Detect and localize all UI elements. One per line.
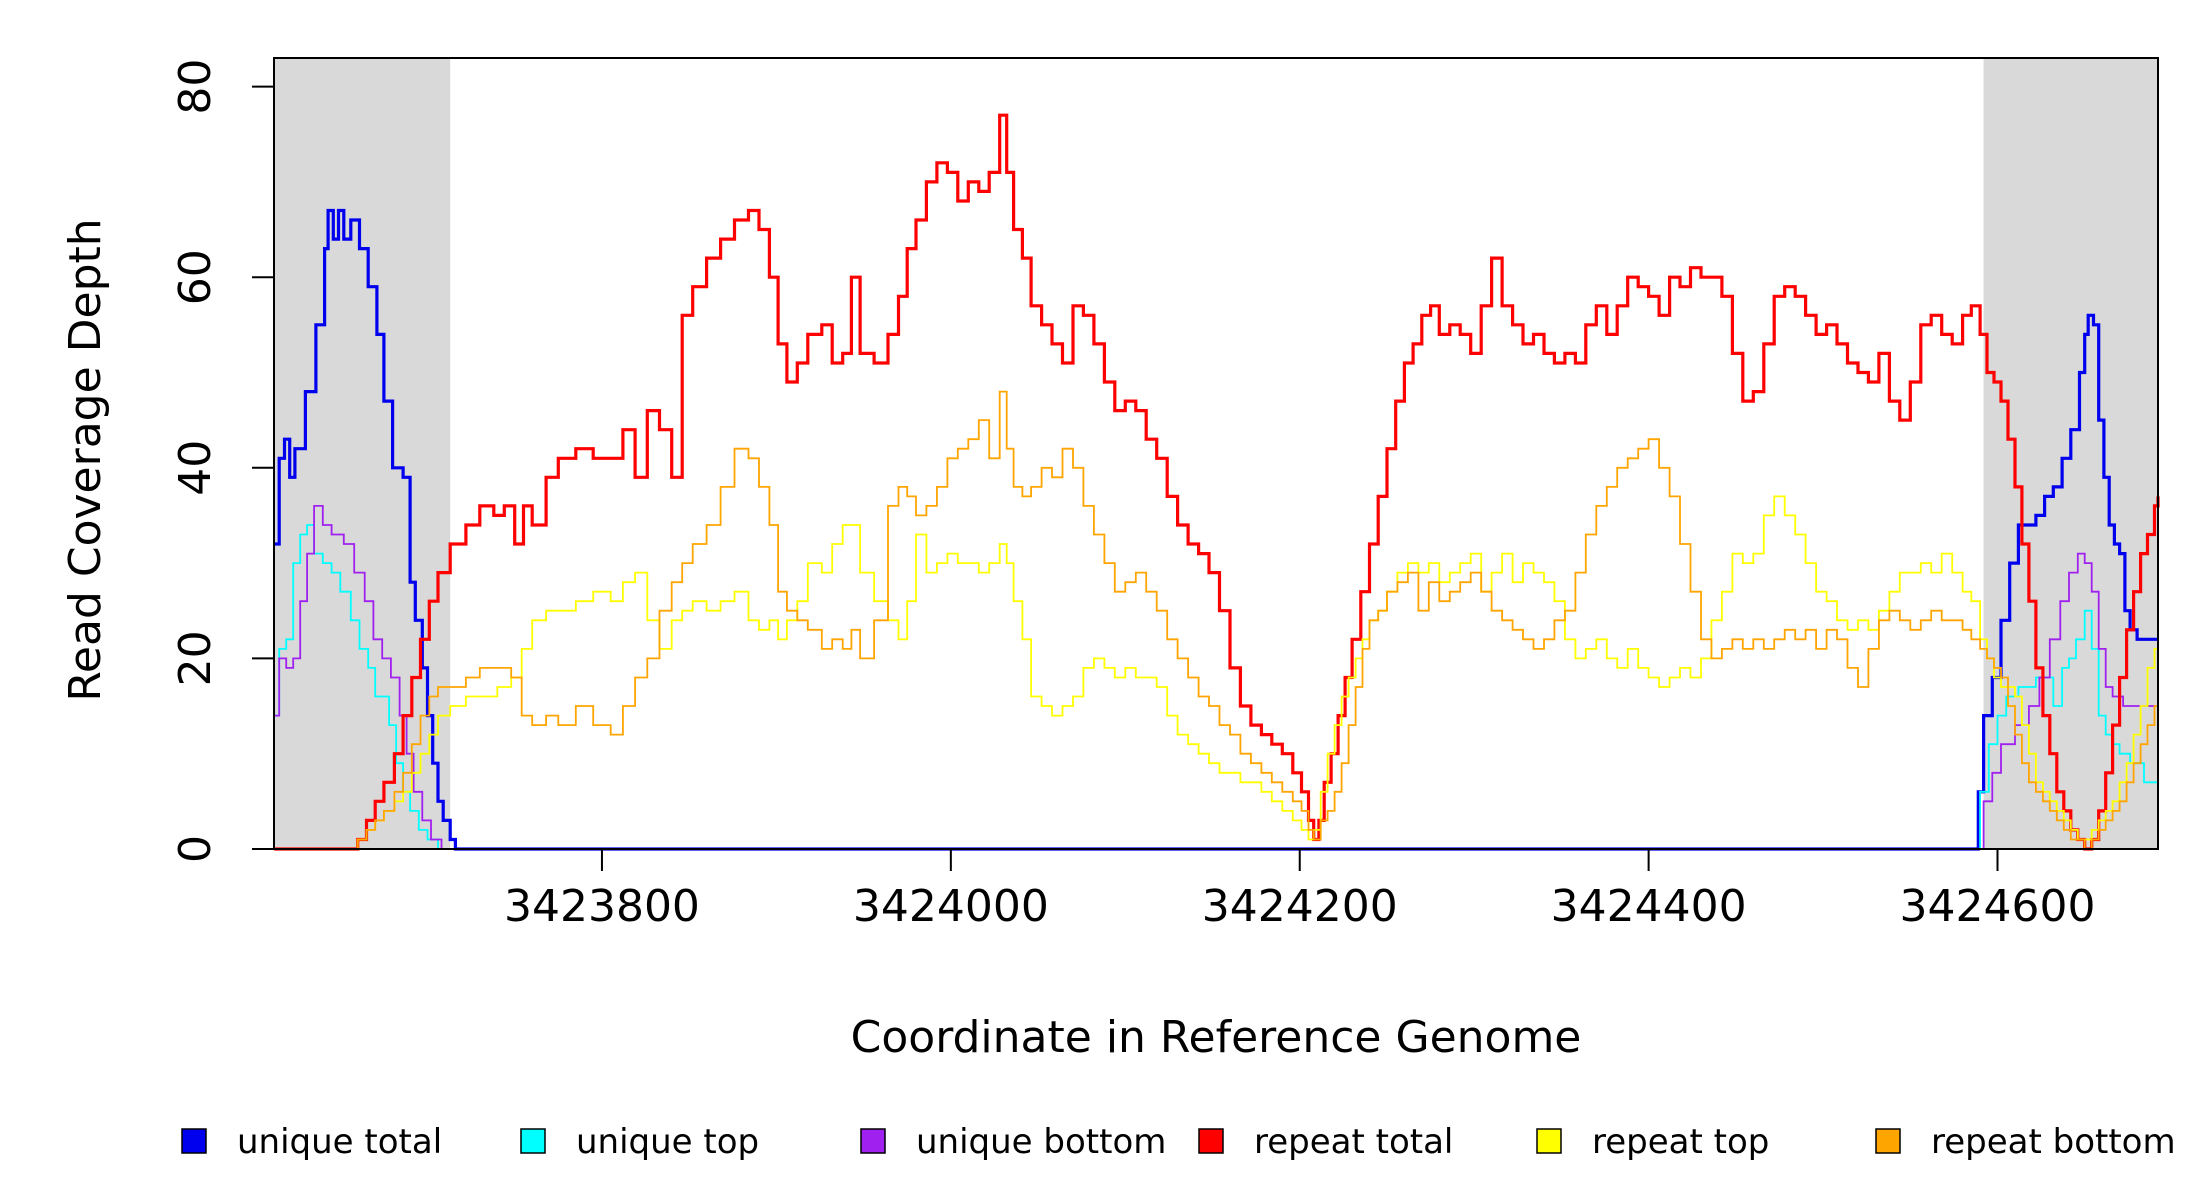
- y-axis-title: Read Coverage Depth: [60, 218, 111, 701]
- y-tick-label: 80: [170, 59, 221, 115]
- legend-item-repeat-top: repeat top: [1536, 1122, 1769, 1162]
- x-tick-label: 3423800: [504, 881, 700, 932]
- legend: unique total unique top unique bottom repea…: [181, 1122, 2176, 1162]
- legend-item-unique-bottom: unique bottom: [860, 1122, 1166, 1162]
- legend-label: repeat bottom: [1931, 1122, 2176, 1162]
- legend-swatch: [520, 1128, 546, 1154]
- series-line-unique-bottom: [274, 505, 2158, 850]
- legend-item-repeat-bottom: repeat bottom: [1875, 1122, 2176, 1162]
- shaded-region-1: [274, 58, 451, 849]
- series-line-repeat-top: [274, 495, 2159, 850]
- x-tick-label: 3424200: [1202, 881, 1398, 932]
- legend-label: unique total: [237, 1122, 442, 1162]
- legend-label: unique bottom: [916, 1122, 1166, 1162]
- y-axis: 0 20 40 60 80: [170, 59, 275, 863]
- series-line-repeat-bottom: [274, 390, 2159, 850]
- y-tick-label: 20: [170, 630, 221, 686]
- shaded-regions: [274, 58, 2158, 849]
- legend-label: repeat top: [1592, 1122, 1769, 1162]
- y-tick-label: 60: [170, 249, 221, 305]
- series-line-repeat-total: [274, 113, 2160, 851]
- legend-swatch: [860, 1128, 886, 1154]
- legend-label: unique top: [576, 1122, 759, 1162]
- x-tick-label: 3424400: [1551, 881, 1747, 932]
- legend-label: repeat total: [1254, 1122, 1453, 1162]
- legend-item-repeat-total: repeat total: [1198, 1122, 1453, 1162]
- x-axis-title: Coordinate in Reference Genome: [851, 1012, 1582, 1063]
- x-tick-label: 3424600: [1900, 881, 2096, 932]
- x-tick-label: 3424000: [853, 881, 1049, 932]
- legend-swatch: [181, 1128, 207, 1154]
- y-tick-label: 0: [170, 835, 221, 863]
- legend-swatch: [1536, 1128, 1562, 1154]
- series-line-unique-total: [274, 208, 2158, 851]
- legend-swatch: [1198, 1128, 1224, 1154]
- legend-item-unique-total: unique total: [181, 1122, 442, 1162]
- y-tick-label: 40: [170, 440, 221, 496]
- legend-swatch: [1875, 1128, 1901, 1154]
- legend-item-unique-top: unique top: [520, 1122, 759, 1162]
- series-lines: [274, 113, 2160, 851]
- plot-frame: [273, 57, 2159, 850]
- x-axis: 3423800 3424000 3424200 3424400 3424600: [504, 849, 2096, 932]
